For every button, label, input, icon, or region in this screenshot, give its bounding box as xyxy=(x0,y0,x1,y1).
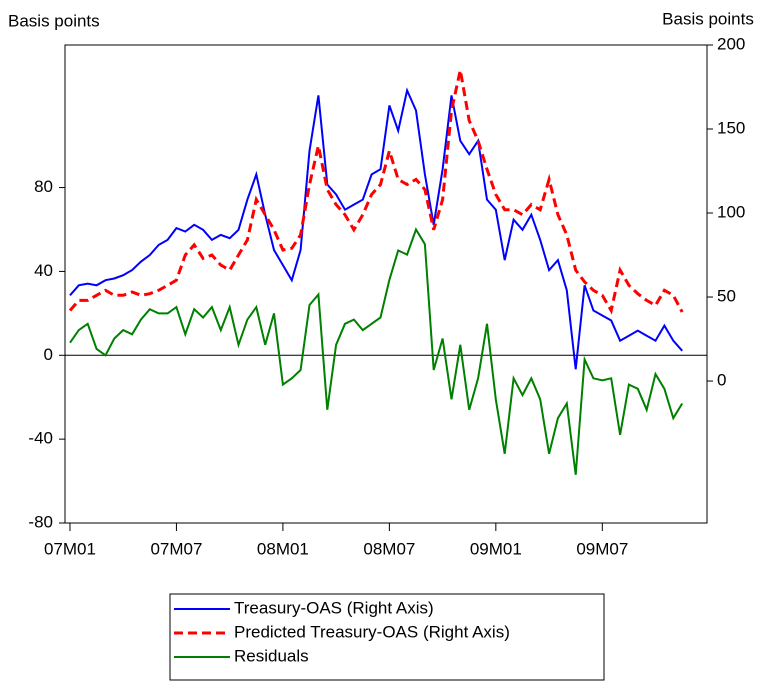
y-tick-label: -80 xyxy=(28,512,53,531)
series-line xyxy=(68,69,684,315)
x-tick-label: 08M07 xyxy=(363,539,415,558)
x-tick-label: 08M01 xyxy=(257,539,309,558)
x-tick-label: 07M01 xyxy=(44,539,96,558)
series-line xyxy=(69,87,683,370)
y2-tick-label: 0 xyxy=(717,371,726,390)
y-tick-label: 80 xyxy=(34,177,53,196)
y2-tick-label: 150 xyxy=(717,118,745,137)
y2-tick-label: 100 xyxy=(717,202,745,221)
x-tick-label: 09M01 xyxy=(470,539,522,558)
y-axis-label: Basis points xyxy=(8,11,100,30)
y-tick-label: -40 xyxy=(28,429,53,448)
legend-label: Predicted Treasury-OAS (Right Axis) xyxy=(234,622,510,641)
y2-tick-label: 200 xyxy=(717,34,745,53)
plot-frame xyxy=(64,44,708,524)
series-line xyxy=(69,227,684,475)
y2-tick-label: 50 xyxy=(717,287,736,306)
legend-label: Treasury-OAS (Right Axis) xyxy=(234,598,434,617)
x-tick-label: 09M07 xyxy=(576,539,628,558)
y-tick-label: 40 xyxy=(34,261,53,280)
x-tick-label: 07M07 xyxy=(150,539,202,558)
legend-label: Residuals xyxy=(234,646,309,665)
y-tick-label: 0 xyxy=(44,345,53,364)
y2-axis-label: Basis points xyxy=(662,9,754,28)
legend xyxy=(169,593,605,681)
